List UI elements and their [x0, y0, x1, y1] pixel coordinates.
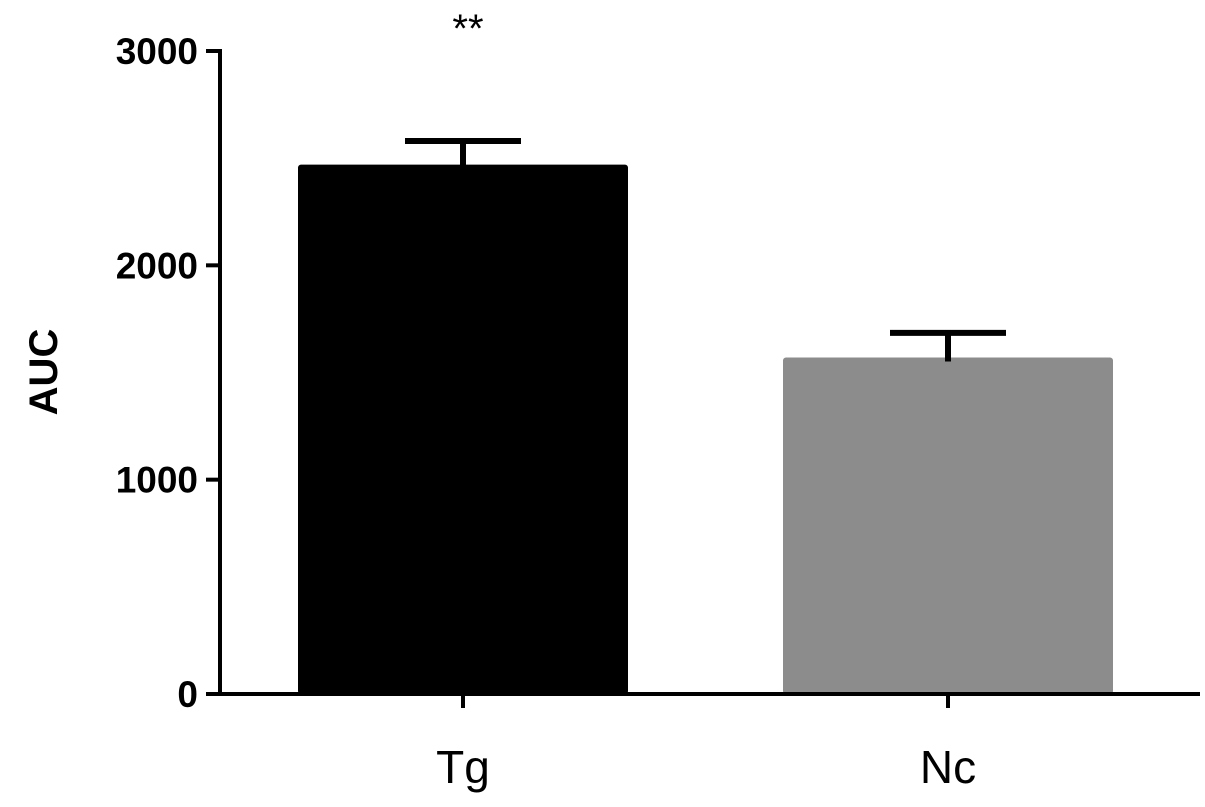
- y-ticks-layer: 0 1000 2000 3000: [116, 31, 220, 715]
- y-tick-label: 2000: [116, 245, 198, 286]
- error-bars-layer: [405, 138, 1006, 362]
- annotations-layer: **: [452, 7, 483, 51]
- bar-nc: [783, 357, 1113, 694]
- bars-layer: [298, 164, 1113, 694]
- x-ticks-layer: Tg Nc: [436, 694, 976, 793]
- bar-tg: [298, 164, 628, 694]
- y-axis-label: AUC: [22, 329, 66, 416]
- x-tick-label: Tg: [436, 741, 490, 793]
- y-tick-label: 1000: [116, 460, 198, 501]
- significance-annotation: **: [452, 7, 483, 51]
- error-bar-nc: [890, 329, 1006, 362]
- error-bar-tg: [405, 138, 521, 169]
- x-tick-label: Nc: [920, 741, 976, 793]
- y-tick-label: 0: [177, 674, 198, 715]
- axes-layer: [218, 49, 1200, 696]
- y-tick-label: 3000: [116, 31, 198, 72]
